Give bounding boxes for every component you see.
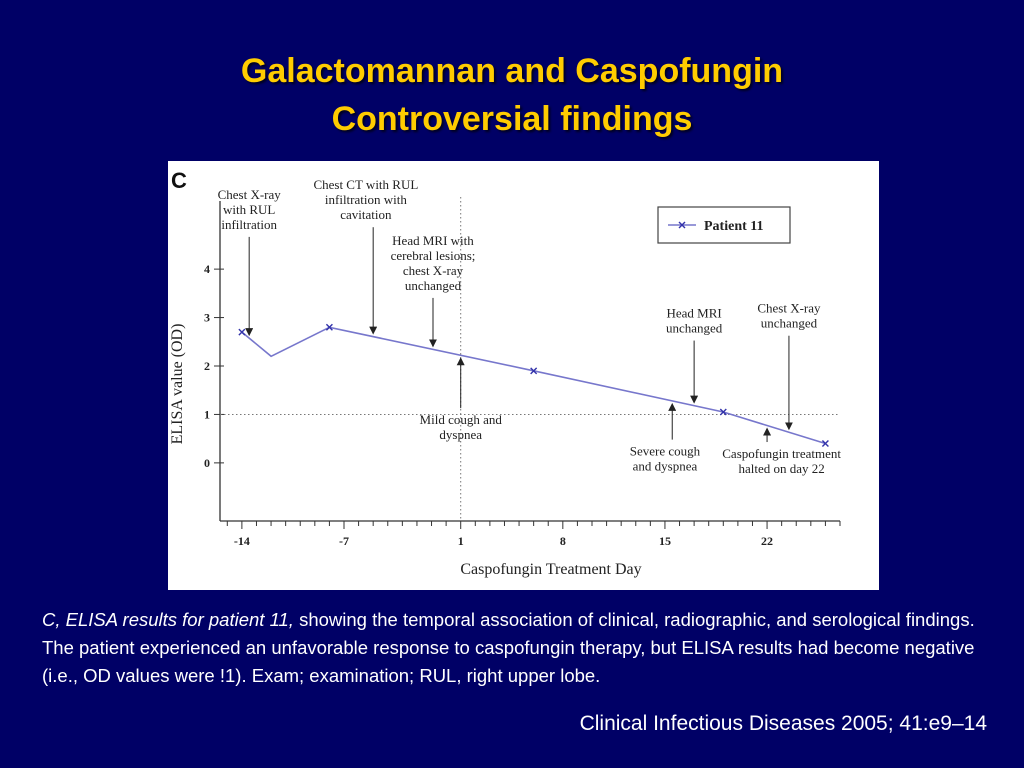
data-point-marker (821, 440, 829, 447)
annotation-text: unchanged (405, 278, 462, 293)
annotation-text: with RUL (223, 202, 275, 217)
data-point (719, 408, 727, 416)
x-tick-label: 15 (659, 534, 671, 548)
slide-title-line2: Controversial findings (331, 100, 693, 138)
citation: Clinical Infectious Diseases 2005; 41:e9… (579, 712, 987, 735)
annotation-text: infiltration (221, 217, 277, 232)
annotation-text: Severe cough (630, 444, 701, 459)
series-group (238, 323, 829, 447)
annotation-text: unchanged (761, 316, 818, 331)
axes-group: -14 -7 1 8 15 22 0 1 2 3 4 (204, 201, 841, 548)
annotation-text: Mild cough and (420, 412, 503, 427)
data-point-marker (325, 323, 333, 331)
slide-title-line1: Galactomannan and Caspofungin (240, 52, 784, 90)
legend-label: Patient 11 (704, 219, 764, 234)
panel-label: C (171, 168, 187, 193)
caption-lead: C, ELISA results for patient 11, (42, 609, 294, 630)
chart-panel: C -14 -7 1 8 15 22 0 1 2 3 4 Chest X-ray with RUL in… (168, 161, 879, 590)
legend: Patient 11 (657, 206, 791, 244)
series-line (241, 326, 826, 445)
x-tick-label: 1 (458, 534, 464, 548)
legend-marker (678, 221, 686, 229)
y-tick-label: 4 (204, 262, 210, 276)
annotation-text: Chest CT with RUL (313, 177, 418, 192)
data-point-marker (530, 367, 538, 375)
x-tick-label: -14 (234, 534, 250, 548)
reference-lines (220, 197, 840, 521)
annotation-text: unchanged (666, 321, 723, 336)
data-point (821, 440, 829, 447)
y-tick-label: 3 (204, 311, 210, 325)
annotation-text: Chest X-ray (218, 187, 282, 202)
annotation-text: dyspnea (439, 427, 482, 442)
annotation-text: Caspofungin treatment (722, 446, 841, 461)
data-point (530, 367, 538, 375)
annotation-text: cavitation (340, 207, 392, 222)
y-tick-label: 0 (204, 456, 210, 470)
annotation-text: and dyspnea (633, 459, 698, 474)
annotation-text: Head MRI with (392, 233, 474, 248)
annotation-text: Chest X-ray (757, 301, 821, 316)
y-axis-label: ELISA value (OD) (169, 324, 186, 445)
x-axis-label: Caspofungin Treatment Day (460, 561, 641, 578)
x-tick-label: 22 (761, 534, 773, 548)
annotation-text: infiltration with (325, 192, 407, 207)
data-point (325, 323, 333, 331)
data-point (238, 328, 246, 336)
annotation-text: halted on day 22 (738, 461, 824, 476)
x-tick-label: -7 (339, 534, 349, 548)
data-point-marker (238, 328, 246, 336)
caption-body: showing the temporal association of clin… (42, 609, 975, 686)
y-tick-label: 1 (204, 407, 210, 421)
y-tick-label: 2 (204, 359, 210, 373)
figure-caption: C, ELISA results for patient 11, showing… (42, 606, 1002, 690)
x-tick-label: 8 (560, 534, 566, 548)
annotation-text: cerebral lesions; (391, 248, 476, 263)
data-point-marker (719, 408, 727, 416)
annotation-text: Head MRI (666, 306, 721, 321)
annotation-text: chest X-ray (403, 263, 464, 278)
